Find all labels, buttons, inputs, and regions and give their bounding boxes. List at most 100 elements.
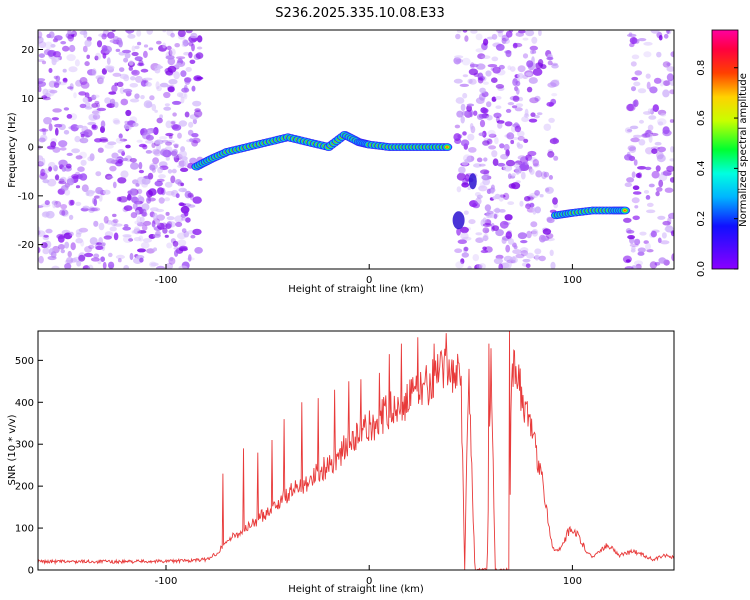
noise-blob bbox=[462, 131, 467, 136]
noise-blob bbox=[44, 200, 50, 206]
noise-blob bbox=[154, 180, 163, 187]
noise-blob bbox=[485, 210, 490, 219]
noise-blob bbox=[66, 178, 75, 186]
bottom-y-axis: 0 100 200 300 400 500 bbox=[15, 356, 43, 577]
noise-blob bbox=[482, 81, 489, 85]
noise-blob bbox=[109, 226, 117, 232]
noise-blob bbox=[473, 110, 478, 116]
noise-blob bbox=[652, 104, 659, 112]
noise-blob bbox=[169, 256, 174, 262]
noise-blob bbox=[531, 228, 539, 237]
noise-blob bbox=[531, 36, 538, 44]
noise-blob bbox=[461, 252, 469, 258]
noise-blob bbox=[127, 34, 136, 39]
noise-blob bbox=[532, 68, 543, 76]
noise-blob bbox=[165, 262, 173, 269]
noise-blob bbox=[93, 253, 100, 259]
noise-blob bbox=[123, 224, 129, 228]
noise-blob bbox=[112, 218, 119, 224]
noise-blob bbox=[71, 148, 80, 154]
noise-blob bbox=[175, 179, 182, 185]
noise-blob bbox=[669, 119, 674, 123]
noise-blob bbox=[102, 261, 107, 269]
noise-blob bbox=[45, 228, 53, 234]
noise-blob bbox=[38, 230, 41, 236]
noise-blob bbox=[53, 82, 60, 88]
noise-blob bbox=[145, 82, 152, 87]
noise-blob bbox=[49, 89, 58, 94]
noise-blob bbox=[125, 109, 132, 117]
x-tick-label: 100 bbox=[563, 275, 582, 286]
noise-blob bbox=[39, 128, 49, 132]
noise-blob bbox=[38, 205, 44, 209]
noise-blob bbox=[122, 234, 132, 238]
noise-blob bbox=[507, 201, 515, 206]
noise-blob bbox=[178, 265, 188, 269]
noise-blob bbox=[490, 188, 495, 195]
noise-blob bbox=[162, 30, 167, 33]
noise-blob bbox=[511, 105, 518, 109]
noise-blob bbox=[453, 57, 462, 65]
noise-blob bbox=[452, 211, 465, 230]
colorbar-tick-label: 0.8 bbox=[696, 60, 707, 76]
noise-blob bbox=[498, 209, 506, 213]
noise-blob bbox=[495, 96, 502, 100]
noise-blob bbox=[106, 57, 111, 65]
noise-blob bbox=[69, 231, 74, 237]
ridge-segment bbox=[441, 142, 453, 152]
noise-blob bbox=[468, 219, 476, 225]
noise-blob bbox=[98, 222, 105, 231]
noise-blob bbox=[196, 46, 203, 50]
noise-blob bbox=[94, 100, 100, 105]
noise-blob bbox=[498, 263, 503, 269]
noise-blob bbox=[488, 133, 497, 138]
noise-blob bbox=[102, 52, 107, 59]
noise-blob bbox=[146, 190, 153, 198]
noise-blob bbox=[109, 39, 119, 43]
noise-blob bbox=[483, 38, 489, 46]
noise-blob bbox=[634, 70, 643, 76]
noise-blob bbox=[91, 207, 101, 212]
noise-blob bbox=[532, 163, 540, 168]
noise-blob bbox=[53, 51, 61, 58]
noise-blob bbox=[505, 261, 512, 269]
noise-blob bbox=[63, 107, 70, 111]
noise-blob bbox=[644, 166, 652, 171]
noise-blob bbox=[664, 187, 674, 193]
noise-blob bbox=[480, 169, 490, 175]
noise-blob bbox=[192, 228, 202, 236]
noise-blob bbox=[663, 33, 669, 39]
noise-blob bbox=[138, 143, 147, 148]
noise-blob bbox=[497, 30, 504, 38]
noise-blob bbox=[528, 77, 538, 84]
noise-blob bbox=[189, 59, 196, 64]
noise-blob bbox=[515, 103, 524, 108]
noise-blob bbox=[505, 231, 512, 240]
noise-blob bbox=[627, 145, 636, 152]
noise-blob bbox=[552, 197, 558, 205]
noise-blob bbox=[637, 38, 647, 42]
colorbar-tick-label: 0.4 bbox=[696, 160, 707, 176]
noise-blob bbox=[512, 249, 522, 255]
noise-blob bbox=[520, 240, 528, 244]
noise-blob bbox=[518, 30, 526, 34]
noise-blob bbox=[482, 227, 490, 234]
noise-blob bbox=[74, 135, 81, 143]
noise-blob bbox=[148, 47, 154, 51]
noise-blob bbox=[48, 68, 53, 73]
noise-blob bbox=[94, 55, 99, 61]
noise-blob bbox=[66, 163, 72, 169]
figure-title: S236.2025.335.10.08.E33 bbox=[275, 6, 444, 21]
noise-blob bbox=[168, 78, 178, 85]
noise-blob bbox=[476, 264, 483, 269]
noise-blob bbox=[139, 257, 144, 263]
noise-blob bbox=[170, 121, 176, 125]
noise-blob bbox=[543, 123, 552, 131]
noise-blob bbox=[196, 76, 204, 80]
noise-blob bbox=[651, 170, 660, 179]
noise-blob bbox=[149, 95, 155, 101]
noise-blob bbox=[41, 128, 46, 132]
colorbar-tick-label: 0.2 bbox=[696, 211, 707, 227]
noise-blob bbox=[658, 179, 664, 188]
